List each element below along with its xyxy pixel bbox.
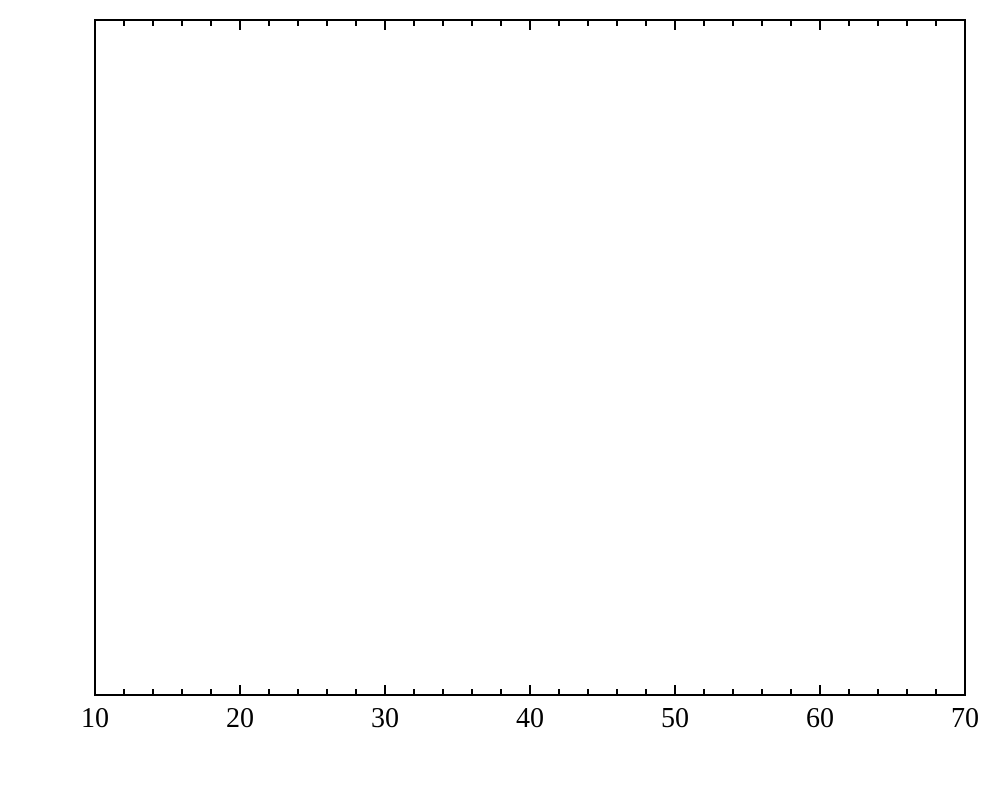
svg-text:70: 70	[951, 703, 979, 734]
chart-svg: 10 20 30 40 50 60 70	[0, 0, 1000, 785]
svg-text:30: 30	[371, 703, 399, 734]
svg-text:50: 50	[661, 703, 689, 734]
xrd-chart: 10 20 30 40 50 60 70	[0, 0, 1000, 785]
svg-text:10: 10	[81, 703, 109, 734]
svg-text:20: 20	[226, 703, 254, 734]
svg-text:40: 40	[516, 703, 544, 734]
svg-text:60: 60	[806, 703, 834, 734]
